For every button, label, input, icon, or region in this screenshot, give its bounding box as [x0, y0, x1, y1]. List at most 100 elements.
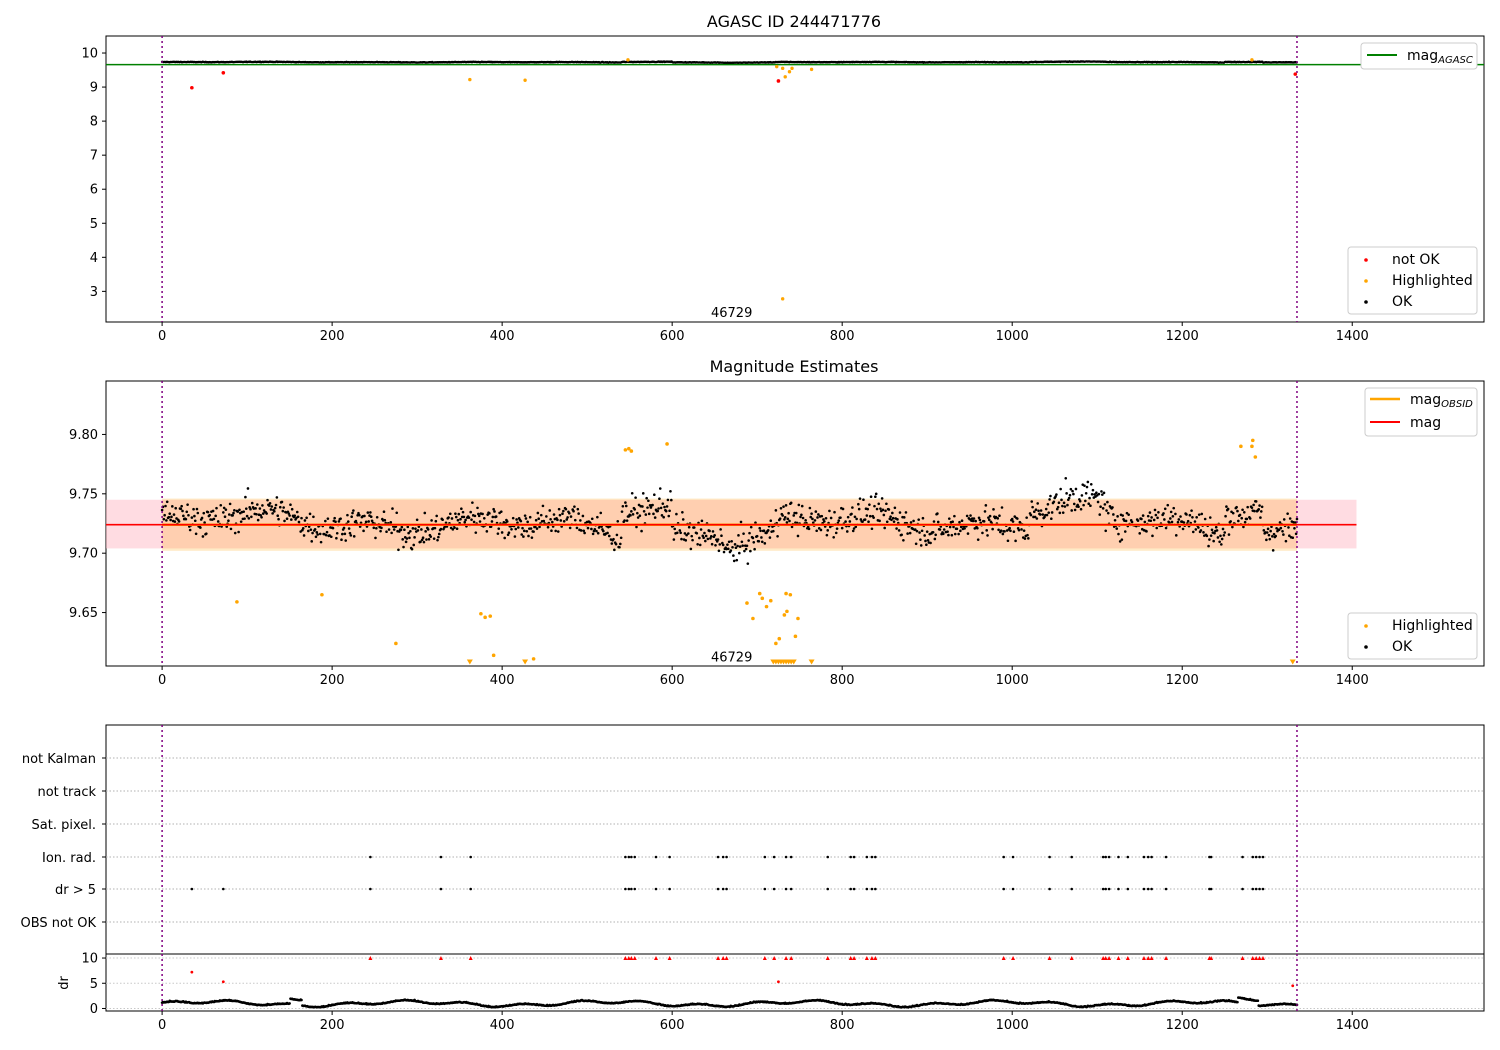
ok-point — [1210, 528, 1214, 532]
ok-point — [1112, 513, 1115, 516]
ok-point — [343, 532, 347, 536]
ok-point — [844, 520, 847, 523]
ok-point — [1294, 532, 1298, 536]
ok-point — [536, 511, 540, 515]
ok-point — [1154, 513, 1158, 517]
ok-point — [918, 531, 921, 534]
x-tick-label: 800 — [830, 673, 855, 688]
ok-point — [168, 512, 172, 515]
ok-point — [591, 532, 595, 536]
highlighted-point — [768, 598, 773, 603]
ok-point — [581, 514, 585, 518]
ok-point — [273, 510, 276, 513]
ok-point — [421, 536, 425, 540]
dr-over-limit-marker — [438, 956, 443, 961]
ok-point — [1278, 521, 1282, 524]
ok-point — [963, 527, 966, 530]
ok-point — [170, 515, 173, 519]
ok-point — [678, 529, 682, 532]
ok-point — [808, 506, 812, 510]
ok-point — [1102, 491, 1106, 495]
flag-row-label: dr > 5 — [55, 883, 96, 898]
ok-point — [813, 519, 817, 522]
ok-point — [375, 526, 378, 530]
ok-point — [1258, 504, 1261, 507]
ok-point — [206, 510, 210, 514]
ok-point — [535, 527, 539, 530]
ion-rad-flag — [1258, 855, 1261, 859]
ok-point — [797, 503, 801, 507]
legend-mag-agasc: magAGASC — [1407, 48, 1473, 66]
ok-point — [672, 538, 676, 541]
ok-point — [789, 501, 793, 505]
ok-point — [1260, 505, 1264, 509]
ok-point — [900, 533, 903, 537]
ok-point — [464, 518, 467, 522]
dr-over-limit-marker — [368, 956, 373, 961]
ok-point — [1272, 532, 1276, 536]
ok-point — [892, 520, 896, 523]
ok-point — [370, 519, 374, 523]
highlighted-out-of-range-marker — [790, 659, 797, 665]
ok-point — [348, 531, 352, 535]
dr-gt-5-flag — [763, 887, 767, 891]
ok-point — [1253, 509, 1256, 513]
ok-point — [702, 536, 705, 540]
ok-point — [748, 531, 751, 535]
ok-point — [1041, 513, 1045, 516]
ok-point — [1071, 489, 1074, 493]
ok-point — [1087, 502, 1091, 505]
ok-point — [825, 533, 829, 537]
ok-point — [680, 537, 683, 541]
y-tick-label: 0 — [90, 1002, 98, 1017]
x-tick-label: 1400 — [1336, 1018, 1369, 1033]
ok-point — [525, 529, 529, 533]
ok-point — [733, 543, 737, 546]
dr-over-limit-marker — [1149, 956, 1154, 961]
ok-point — [459, 517, 462, 521]
ok-point — [839, 516, 842, 519]
ok-point — [735, 558, 739, 562]
ok-point — [420, 528, 423, 531]
panel-2-axes: 0 200 400 600 800 1000 1200 1400 9.65 9.70 9.75 9.8… — [69, 428, 1369, 688]
ok-point — [1172, 506, 1176, 510]
ok-point — [722, 550, 726, 554]
dr-over-limit-marker — [1101, 956, 1106, 961]
ok-point — [1284, 539, 1288, 543]
dr-over-limit-marker — [1250, 956, 1255, 961]
ion-rad-flag — [1251, 855, 1255, 859]
ok-point — [863, 518, 867, 521]
dr-gt-5-flag — [716, 887, 720, 891]
ok-point — [646, 506, 649, 509]
ok-point — [364, 520, 368, 524]
ok-point — [1237, 519, 1240, 523]
ok-point — [163, 513, 166, 517]
ok-point — [1208, 538, 1211, 541]
ok-point — [538, 525, 541, 529]
ok-point — [978, 518, 982, 522]
ok-point — [1238, 513, 1242, 517]
ok-point — [579, 529, 583, 532]
ok-point — [1252, 503, 1255, 507]
ok-point — [596, 515, 599, 519]
ok-point — [1279, 526, 1283, 530]
x-tick-label: 1200 — [1166, 1018, 1199, 1033]
ok-point — [799, 515, 802, 519]
ok-point — [1281, 529, 1284, 533]
ok-point — [413, 536, 416, 539]
ok-point — [624, 501, 627, 504]
ok-point — [625, 519, 629, 522]
dr-gt-5-flag — [784, 887, 788, 891]
ok-point — [880, 497, 884, 500]
ok-point — [1226, 507, 1230, 511]
ok-point — [196, 511, 200, 515]
ok-point — [275, 496, 279, 499]
ok-point — [1101, 493, 1104, 496]
ok-point — [315, 531, 319, 534]
ok-point — [190, 516, 194, 519]
ion-rad-flag — [369, 855, 372, 859]
ok-point — [1152, 518, 1156, 522]
ok-point — [852, 527, 856, 530]
ok-point — [960, 519, 964, 523]
ok-point — [883, 526, 886, 530]
